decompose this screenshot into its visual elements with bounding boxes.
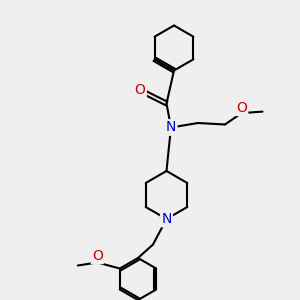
Text: O: O	[135, 83, 146, 97]
Text: N: N	[166, 121, 176, 134]
Text: N: N	[161, 212, 172, 226]
Text: O: O	[236, 101, 247, 115]
Text: O: O	[92, 249, 103, 263]
